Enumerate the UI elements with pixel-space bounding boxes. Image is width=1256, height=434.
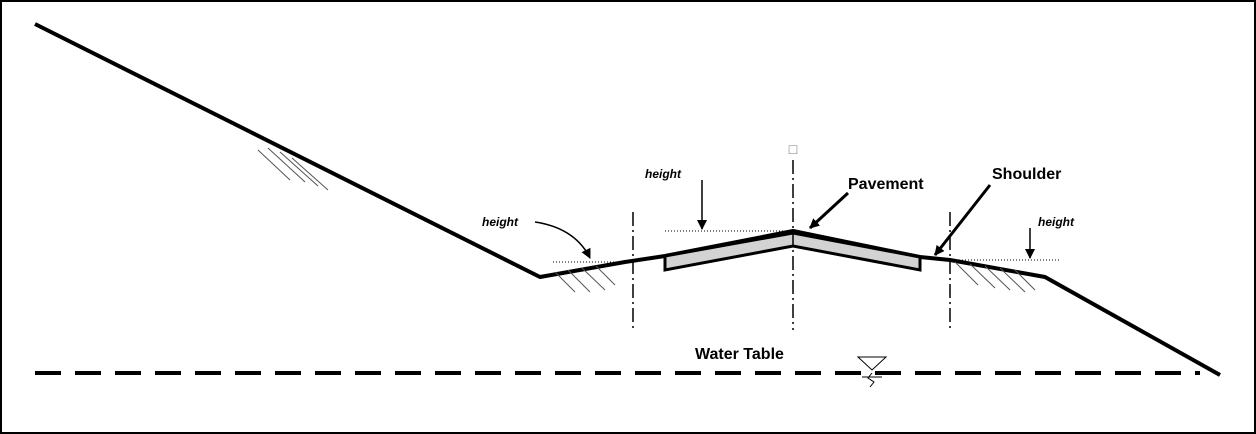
water-table-symbol [856, 356, 888, 388]
pavement-label: Pavement [848, 176, 924, 193]
centerline-symbol: □ [789, 141, 798, 157]
height-label: height [645, 167, 682, 181]
soil-hatching [257, 147, 1036, 293]
shoulder-label: Shoulder [992, 166, 1061, 183]
height-label: height [482, 215, 519, 229]
ground-profile [34, 22, 1221, 377]
height-lines [553, 230, 1060, 263]
arrows [534, 180, 1035, 259]
water-table-label: Water Table [695, 346, 784, 363]
center-lines [632, 160, 951, 330]
height-label: height [1038, 215, 1075, 229]
